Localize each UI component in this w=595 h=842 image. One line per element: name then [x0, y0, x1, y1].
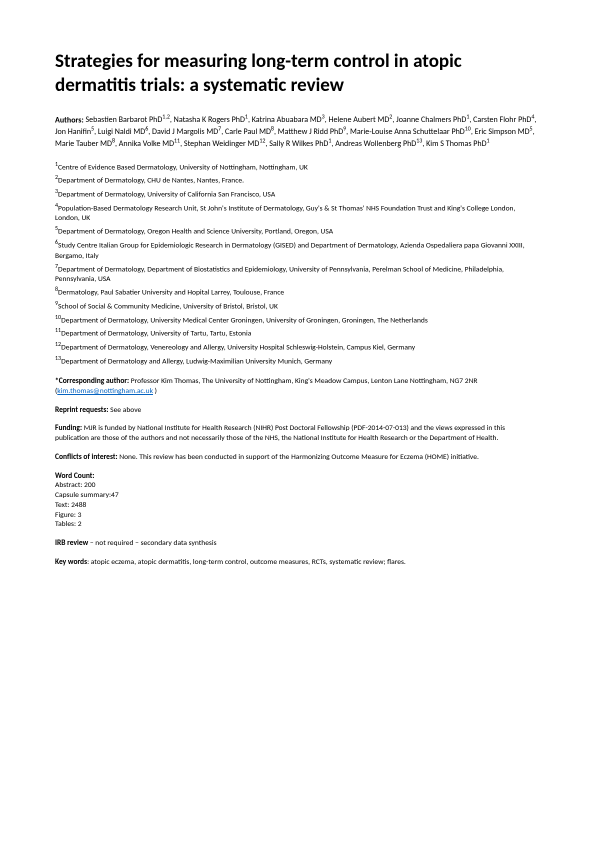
affiliation-item: 1Centre of Evidence Based Dermatology, U… — [55, 160, 540, 174]
wordcount-label: Word Count: — [55, 472, 94, 481]
authors-label: Authors: — [55, 115, 84, 125]
affiliation-item: 8Dermatology, Paul Sabatier University a… — [55, 285, 540, 299]
affiliation-item: 5Department of Dermatology, Oregon Healt… — [55, 224, 540, 238]
affiliation-item: 12Department of Dermatology, Venereology… — [55, 340, 540, 354]
funding-section: Funding: MJR is funded by National Insti… — [55, 424, 540, 444]
reprint-label: Reprint requests: — [55, 406, 108, 415]
keywords-text: : atopic eczema, atopic dermatitis, long… — [87, 558, 406, 567]
reprint-text: See above — [108, 406, 141, 415]
corresponding-email-link[interactable]: kim.thomas@nottingham.ac.uk — [57, 387, 153, 396]
wordcount-line: Abstract: 200 — [55, 481, 540, 491]
irb-text: – not required – secondary data synthesi… — [88, 539, 216, 548]
corresponding-author: *Corresponding author: Professor Kim Tho… — [55, 377, 540, 397]
corresponding-close: ) — [153, 387, 157, 396]
reprint-requests: Reprint requests: See above — [55, 406, 540, 416]
conflicts-text: None. This review has been conducted in … — [118, 453, 479, 462]
irb-label: IRB review — [55, 539, 88, 548]
affiliation-item: 6Study Centre Italian Group for Epidemio… — [55, 238, 540, 262]
page-title: Strategies for measuring long-term contr… — [55, 50, 540, 98]
irb-section: IRB review – not required – secondary da… — [55, 539, 540, 549]
affiliation-item: 11Department of Dermatology, University … — [55, 326, 540, 340]
wordcount-line: Tables: 2 — [55, 520, 540, 530]
conflicts-section: Conflicts of interest: None. This review… — [55, 453, 540, 463]
affiliation-item: 3Department of Dermatology, University o… — [55, 187, 540, 201]
funding-text: MJR is funded by National Institute for … — [55, 424, 505, 443]
authors-block: Authors: Sebastien Barbarot PhD1,2, Nata… — [55, 114, 540, 150]
keywords-label: Key words — [55, 558, 87, 567]
affiliation-item: 7Department of Dermatology, Department o… — [55, 262, 540, 286]
affiliation-item: 2Department of Dermatology, CHU de Nante… — [55, 173, 540, 187]
wordcount-line: Capsule summary:47 — [55, 491, 540, 501]
keywords-section: Key words: atopic eczema, atopic dermati… — [55, 558, 540, 568]
affiliation-item: 9School of Social & Community Medicine, … — [55, 299, 540, 313]
affiliation-item: 10Department of Dermatology, University … — [55, 313, 540, 327]
authors-list: Sebastien Barbarot PhD1,2, Natasha K Rog… — [55, 115, 536, 149]
wordcount-line: Text: 2488 — [55, 501, 540, 511]
wordcount-line: Figure: 3 — [55, 511, 540, 521]
affiliation-item: 13Department of Dermatology and Allergy,… — [55, 354, 540, 368]
affiliations-block: 1Centre of Evidence Based Dermatology, U… — [55, 160, 540, 368]
conflicts-label: Conflicts of interest: — [55, 453, 118, 462]
affiliation-item: 4Population-Based Dermatology Research U… — [55, 201, 540, 225]
funding-label: Funding: — [55, 424, 82, 433]
wordcount-section: Word Count: Abstract: 200Capsule summary… — [55, 472, 540, 531]
corresponding-label: *Corresponding author: — [55, 377, 129, 386]
